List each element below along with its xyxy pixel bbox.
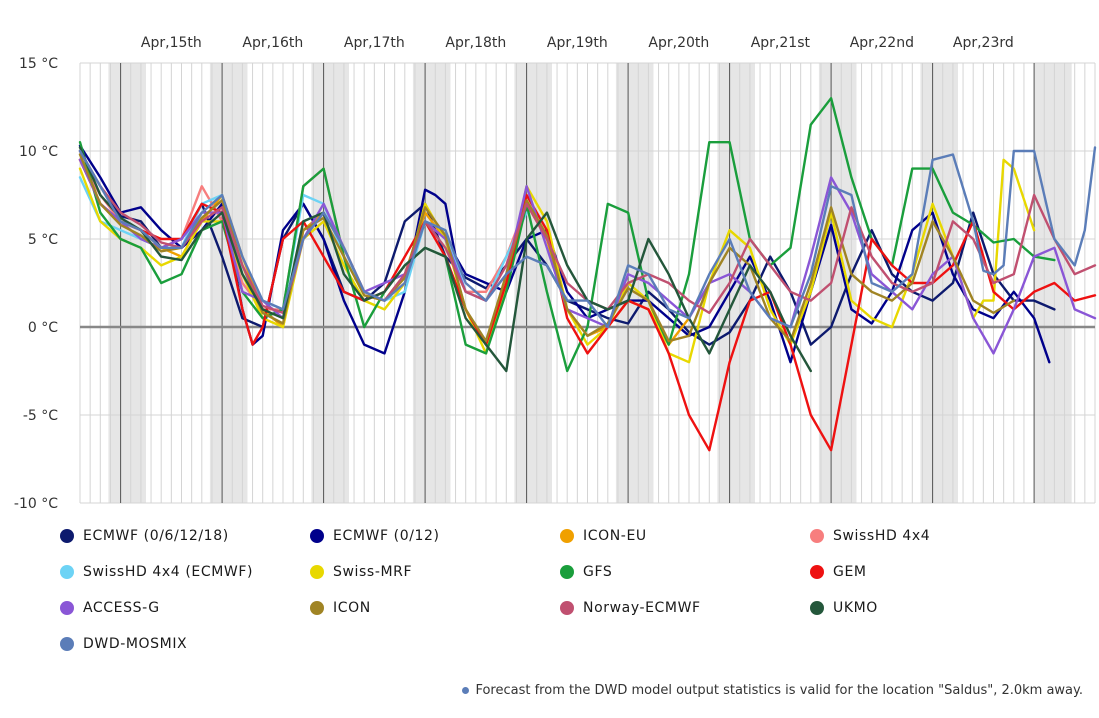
legend-color-dot-icon — [60, 637, 74, 651]
legend-item[interactable]: Norway-ECMWF — [560, 598, 701, 618]
x-day-label: Apr,22nd — [850, 35, 914, 51]
legend-color-dot-icon — [310, 565, 324, 579]
series-lines — [78, 96, 1097, 452]
footnote: Forecast from the DWD model output stati… — [462, 683, 1083, 698]
legend-color-dot-icon — [60, 601, 74, 615]
vertical-gridlines — [79, 63, 1096, 503]
x-day-label: Apr,17th — [344, 35, 405, 51]
legend-color-dot-icon — [560, 529, 574, 543]
x-day-label: Apr,23rd — [953, 35, 1014, 51]
legend-label: ICON — [333, 600, 371, 616]
legend-item[interactable]: ICON — [310, 598, 371, 618]
legend-color-dot-icon — [310, 529, 324, 543]
legend-label: GEM — [833, 564, 867, 580]
legend-color-dot-icon — [560, 565, 574, 579]
x-day-label: Apr,20th — [648, 35, 709, 51]
legend-label: UKMO — [833, 600, 878, 616]
legend-item[interactable]: GEM — [810, 562, 867, 582]
x-axis-day-labels: Apr,15th Apr,16th Apr,17th Apr,18th Apr,19th… — [141, 35, 1014, 51]
temperature-forecast-chart: 15 °C10 °C5 °C0 °C-5 °C-10 °C Apr,15th Ap… — [14, 35, 1097, 510]
legend-label: Swiss-MRF — [333, 564, 413, 580]
x-day-label: Apr,18th — [445, 35, 506, 51]
y-tick-label: 10 °C — [19, 144, 58, 160]
legend-label: ICON-EU — [583, 528, 647, 544]
x-day-label: Apr,16th — [242, 35, 303, 51]
legend-item[interactable]: ECMWF (0/12) — [310, 526, 440, 546]
night-band — [108, 63, 146, 503]
legend-label: DWD-MOSMIX — [83, 636, 188, 652]
y-tick-label: 15 °C — [19, 56, 58, 72]
x-day-label: Apr,19th — [547, 35, 608, 51]
night-band — [717, 63, 755, 503]
legend-color-dot-icon — [60, 529, 74, 543]
legend: ECMWF (0/6/12/18) ECMWF (0/12) ICON-EU Swis… — [60, 526, 1060, 666]
legend-item[interactable]: Swiss-MRF — [310, 562, 412, 582]
legend-item[interactable]: SwissHD 4x4 (ECMWF) — [60, 562, 253, 582]
x-day-label: Apr,15th — [141, 35, 202, 51]
legend-item[interactable]: ECMWF (0/6/12/18) — [60, 526, 229, 546]
x-day-label: Apr,21st — [751, 35, 811, 51]
legend-label: Norway-ECMWF — [583, 600, 701, 616]
legend-item[interactable]: ACCESS-G — [60, 598, 160, 618]
legend-label: GFS — [583, 564, 613, 580]
legend-color-dot-icon — [560, 601, 574, 615]
series-line — [78, 146, 1097, 329]
legend-label: ECMWF (0/6/12/18) — [83, 528, 229, 544]
legend-label: SwissHD 4x4 (ECMWF) — [83, 564, 254, 580]
footnote-dot-icon — [462, 687, 470, 694]
legend-color-dot-icon — [810, 565, 824, 579]
legend-item[interactable]: UKMO — [810, 598, 878, 618]
y-tick-label: -10 °C — [14, 496, 58, 510]
legend-item[interactable]: ICON-EU — [560, 526, 647, 546]
y-tick-label: 5 °C — [28, 232, 58, 248]
legend-color-dot-icon — [810, 529, 824, 543]
y-tick-label: -5 °C — [23, 408, 58, 424]
legend-label: SwissHD 4x4 — [833, 528, 931, 544]
footnote-text: Forecast from the DWD model output stati… — [475, 683, 1083, 698]
legend-item[interactable]: SwissHD 4x4 — [810, 526, 930, 546]
y-axis-labels: 15 °C 10 °C 5 °C 0 °C -5 °C -10 °C — [14, 56, 58, 510]
legend-color-dot-icon — [60, 565, 74, 579]
legend-item[interactable]: DWD-MOSMIX — [60, 634, 187, 654]
night-band — [311, 63, 349, 503]
series-line — [78, 158, 1097, 452]
legend-item[interactable]: GFS — [560, 562, 612, 582]
legend-label: ECMWF (0/12) — [333, 528, 440, 544]
night-band — [412, 63, 451, 503]
legend-color-dot-icon — [310, 601, 324, 615]
legend-color-dot-icon — [810, 601, 824, 615]
night-band — [818, 63, 857, 503]
y-tick-label: 0 °C — [28, 320, 58, 336]
legend-label: ACCESS-G — [83, 600, 160, 616]
